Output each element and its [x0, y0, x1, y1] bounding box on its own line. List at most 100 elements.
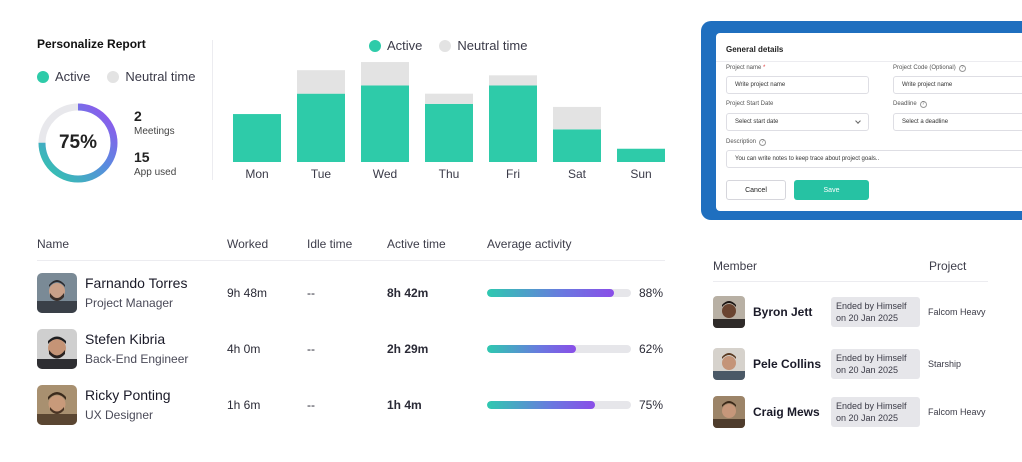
donut-percentage: 75% — [58, 132, 98, 153]
report-divider — [212, 40, 213, 180]
status-badge-line1: Ended by Himself — [836, 353, 907, 363]
legend-neutral-label: Neutral time — [125, 69, 196, 84]
avatar — [37, 329, 77, 369]
modal-title: General details — [726, 45, 784, 54]
neutral-legend-dot — [107, 70, 120, 83]
column-header-active-time: Active time — [387, 237, 446, 251]
member-table-header-divider — [713, 281, 988, 282]
help-icon[interactable]: ? — [759, 139, 767, 146]
x-tick-label-wed: Wed — [373, 167, 397, 181]
table-row[interactable]: Stefen Kibria Back-End Engineer 4h 0m --… — [37, 329, 667, 369]
column-header-average-activity: Average activity — [487, 237, 572, 251]
help-icon[interactable]: ? — [958, 65, 966, 72]
table-row[interactable]: Ricky Ponting UX Designer 1h 6m -- 1h 4m… — [37, 385, 667, 425]
report-title: Personalize Report — [37, 37, 146, 51]
member-name: Farnando Torres — [85, 275, 188, 291]
active-time: 1h 4m — [387, 398, 422, 412]
x-tick-label-thu: Thu — [439, 167, 460, 181]
column-header-member: Member — [713, 259, 758, 273]
table-header-divider — [37, 260, 665, 261]
column-header-name: Name — [37, 237, 70, 251]
status-badge: Ended by Himself on 20 Jan 2025 — [831, 349, 920, 379]
cancel-button[interactable]: Cancel — [726, 180, 786, 200]
status-badge-line2: on 20 Jan 2025 — [836, 313, 899, 323]
status-badge-line1: Ended by Himself — [836, 401, 907, 411]
x-tick-label-sun: Sun — [630, 167, 651, 181]
idle-time: -- — [307, 342, 315, 356]
table-row[interactable]: Farnando Torres Project Manager 9h 48m -… — [37, 273, 667, 313]
project-code-placeholder: Write project name — [902, 82, 953, 88]
start-date-select[interactable]: Select start date — [726, 113, 869, 131]
deadline-placeholder: Select a deadline — [902, 119, 949, 125]
member-row[interactable]: Craig Mews Ended by Himself on 20 Jan 202… — [713, 396, 1013, 430]
status-badge: Ended by Himself on 20 Jan 2025 — [831, 297, 920, 327]
avatar — [713, 396, 745, 428]
description-input[interactable]: You can write notes to keep trace about … — [726, 150, 1022, 168]
activity-progress-fill — [487, 289, 614, 297]
activity-donut-chart — [38, 103, 118, 183]
description-placeholder: You can write notes to keep trace about … — [735, 156, 880, 162]
x-tick-label-mon: Mon — [245, 167, 268, 181]
project-name: Falcom Heavy — [928, 407, 986, 417]
donut-progress-arc — [38, 103, 118, 183]
worked-time: 4h 0m — [227, 342, 261, 356]
avatar — [713, 296, 745, 328]
project-code-label: Project Code (Optional)? — [893, 65, 966, 72]
bar-active-thu — [425, 103, 473, 162]
activity-progress-bar — [487, 401, 631, 409]
bar-active-mon — [233, 114, 281, 162]
legend-active-label: Active — [387, 38, 423, 53]
member-name: Stefen Kibria — [85, 331, 166, 347]
general-details-modal: General details Project name * Write pro… — [716, 33, 1022, 211]
member-row[interactable]: Pele Collins Ended by Himself on 20 Jan 2… — [713, 348, 1013, 382]
start-date-placeholder: Select start date — [735, 119, 779, 125]
start-date-label-text: Project Start Date — [726, 101, 774, 107]
member-name: Byron Jett — [753, 305, 813, 319]
apps-stat: 15 App used — [134, 149, 176, 178]
project-code-label-text: Project Code (Optional) — [893, 65, 956, 71]
avatar — [37, 273, 77, 313]
project-code-input[interactable]: Write project name — [893, 76, 1022, 94]
project-name-label-text: Project name — [726, 65, 762, 71]
description-label-text: Description — [726, 139, 757, 145]
member-row[interactable]: Byron Jett Ended by Himself on 20 Jan 202… — [713, 296, 1013, 330]
idle-time: -- — [307, 286, 315, 300]
modal-divider — [716, 61, 1022, 62]
idle-time: -- — [307, 398, 315, 412]
avatar — [37, 385, 77, 425]
active-time: 8h 42m — [387, 286, 429, 300]
neutral-legend-dot — [439, 39, 452, 52]
bar-chart-legend: Active Neutral time — [369, 38, 537, 53]
activity-progress-fill — [487, 345, 577, 353]
bar-neutral-time-fri — [489, 75, 537, 86]
project-name-label: Project name * — [726, 65, 765, 71]
apps-count: 15 — [134, 149, 150, 165]
member-role: UX Designer — [85, 408, 154, 422]
deadline-label-text: Deadline — [893, 101, 917, 107]
meetings-count: 2 — [134, 108, 142, 124]
project-name: Falcom Heavy — [928, 307, 986, 317]
save-button[interactable]: Save — [794, 180, 869, 200]
column-header-idle-time: Idle time — [307, 237, 353, 251]
legend-neutral-label: Neutral time — [457, 38, 528, 53]
status-badge-line2: on 20 Jan 2025 — [836, 413, 899, 423]
activity-percentage: 88% — [639, 286, 664, 300]
description-label: Description? — [726, 139, 767, 146]
status-badge-line2: on 20 Jan 2025 — [836, 365, 899, 375]
legend-active-label: Active — [55, 69, 91, 84]
deadline-label: Deadline? — [893, 101, 927, 108]
activity-percentage: 62% — [639, 342, 664, 356]
column-header-project: Project — [929, 259, 967, 273]
bar-active-fri — [489, 85, 537, 162]
bar-neutral-time-thu — [425, 93, 473, 104]
x-tick-label-sat: Sat — [568, 167, 587, 181]
project-name-input[interactable]: Write project name — [726, 76, 869, 94]
help-icon[interactable]: ? — [919, 101, 927, 108]
status-badge: Ended by Himself on 20 Jan 2025 — [831, 397, 920, 427]
member-role: Back-End Engineer — [85, 352, 189, 366]
bar-active-wed — [361, 85, 409, 162]
bar-neutral-time-tue — [297, 70, 345, 94]
deadline-select[interactable]: Select a deadline — [893, 113, 1022, 131]
avatar — [713, 348, 745, 380]
bar-neutral-time-sat — [553, 106, 601, 130]
